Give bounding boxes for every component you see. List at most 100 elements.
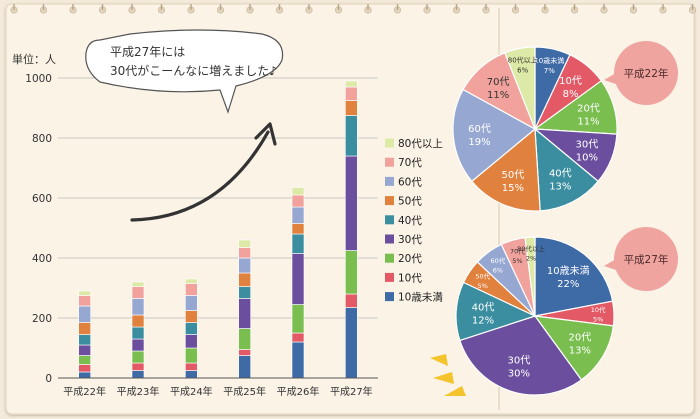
pie-slice-value: 13%	[569, 346, 591, 357]
pie-slice-value: 15%	[502, 183, 524, 194]
pie-slice	[452, 88, 537, 183]
y-tick-label: 400	[32, 253, 52, 265]
x-tick-label: 平成27年	[330, 385, 373, 398]
legend-swatch	[385, 157, 394, 167]
bar-segment	[78, 295, 91, 307]
pie-slice-value: 7%	[544, 67, 555, 75]
pie-slice-value: 2%	[526, 254, 536, 262]
legend-label: 10代	[398, 272, 422, 284]
legend-swatch	[385, 138, 394, 148]
pie-slice-value: 6%	[493, 266, 503, 274]
bar-segment	[78, 355, 91, 365]
bar-segment	[238, 355, 251, 379]
bar-segment	[185, 347, 198, 364]
pie-slice-label: 10歳未満	[534, 56, 564, 65]
bar-segment	[78, 371, 91, 379]
bar-segment	[185, 295, 198, 311]
pie-slice	[533, 315, 615, 381]
bar-segment	[238, 239, 251, 248]
legend-swatch	[385, 253, 394, 263]
pie-title-badge-2: 平成27年	[604, 227, 678, 291]
pie-chart-heisei-27: 10歳未満22%10代5%20代13%30代30%40代12%50代5%60代6…	[455, 236, 615, 396]
bar-segment	[185, 310, 198, 323]
pie-slice-label: 40代	[472, 302, 495, 314]
bar-segment	[345, 250, 358, 295]
y-axis-label: 単位：人	[12, 52, 56, 66]
bar-segment	[185, 283, 198, 296]
bar-segment	[291, 223, 305, 235]
bar-segment	[185, 334, 198, 349]
legend-label: 30代	[398, 234, 422, 246]
bar-segment	[291, 233, 305, 254]
pie-slice	[534, 236, 614, 317]
bar-segment	[131, 370, 145, 379]
arrow-head	[254, 122, 277, 146]
x-tick-label: 平成25年	[223, 385, 266, 398]
bar-segment	[131, 338, 145, 352]
legend-label: 40代	[398, 215, 422, 227]
bar-segment	[78, 305, 91, 323]
bar-segment	[185, 370, 198, 379]
pie-slice-label: 50代	[501, 169, 524, 181]
pie-slice-label: 60代	[490, 256, 505, 265]
legend-swatch	[385, 215, 394, 225]
arrow-curve	[130, 130, 270, 222]
pie-slice-label: 80代以上	[517, 244, 545, 253]
bar-segment	[291, 194, 305, 208]
pie-slice-label: 20代	[569, 332, 592, 344]
legend-label: 10歳未満	[398, 292, 443, 304]
bar-segment	[238, 247, 251, 259]
pie-chart-heisei-22: 10歳未満 7% 10代 8% 20代 11% 30代 10% 40代 13% 50代 15% 60代 1…	[452, 46, 618, 212]
pie-slice	[455, 281, 537, 342]
bar-segment	[291, 187, 305, 196]
legend-swatch	[385, 272, 394, 282]
bar-legend: 80代以上 70代 60代 50代 40代 30代 20代 10代 10歳未満	[385, 138, 443, 304]
pie-slice-value: 11%	[487, 90, 509, 101]
bar-segment	[238, 349, 251, 356]
y-tick-label: 0	[45, 373, 52, 385]
bar-segment	[345, 307, 358, 379]
speech-bubble: 平成27年には 30代がこーんなに増えました♪	[85, 29, 284, 114]
legend-swatch	[385, 196, 394, 206]
bar-segment	[131, 281, 145, 287]
bar-segment	[131, 326, 145, 340]
bar-segment	[291, 341, 305, 379]
pie-slice-label: 60代	[468, 123, 491, 135]
legend-swatch	[385, 292, 394, 302]
bar-segment	[345, 155, 358, 251]
y-tick-label: 1000	[25, 73, 52, 85]
burst-ray	[430, 354, 448, 366]
pie-slice-value: 11%	[577, 116, 599, 127]
pie-slice-label: 80代以上	[508, 56, 538, 65]
y-tick-label: 600	[32, 193, 52, 205]
pie-slice-value: 5%	[593, 316, 603, 324]
bar-segment	[238, 286, 251, 299]
legend-label: 50代	[398, 196, 422, 208]
pie-slice-value: 6%	[517, 67, 528, 75]
bubble-line-1: 平成27年には	[110, 45, 185, 59]
badge-pointer	[604, 73, 616, 84]
legend-swatch	[385, 176, 394, 186]
pie-slice-label: 30代	[508, 355, 531, 367]
bubble-shape	[85, 29, 284, 114]
pie-title-badge-1: 平成22年	[604, 41, 678, 105]
bar-segment	[291, 253, 305, 305]
bar-segment	[238, 328, 251, 350]
bar-segment	[131, 350, 145, 364]
bar-segment	[78, 334, 91, 346]
pie-slice-label: 70代	[510, 246, 525, 255]
pie-title-2: 平成27年	[624, 253, 669, 266]
y-tick-label: 800	[32, 133, 52, 145]
y-tick-labels: 0 200 400 600 800 1000	[25, 73, 52, 385]
bar-segment	[238, 257, 251, 274]
bubble-line-2: 30代がこーんなに増えました♪	[110, 63, 277, 78]
pie-slice	[470, 127, 541, 212]
bar-segment	[78, 290, 91, 296]
badge-circle	[614, 41, 678, 105]
bar-segment	[291, 332, 305, 343]
pie-slice-value: 30%	[508, 369, 530, 380]
pie-slice	[534, 127, 600, 212]
bars	[78, 80, 358, 379]
pie-title-1: 平成22年	[624, 67, 669, 80]
